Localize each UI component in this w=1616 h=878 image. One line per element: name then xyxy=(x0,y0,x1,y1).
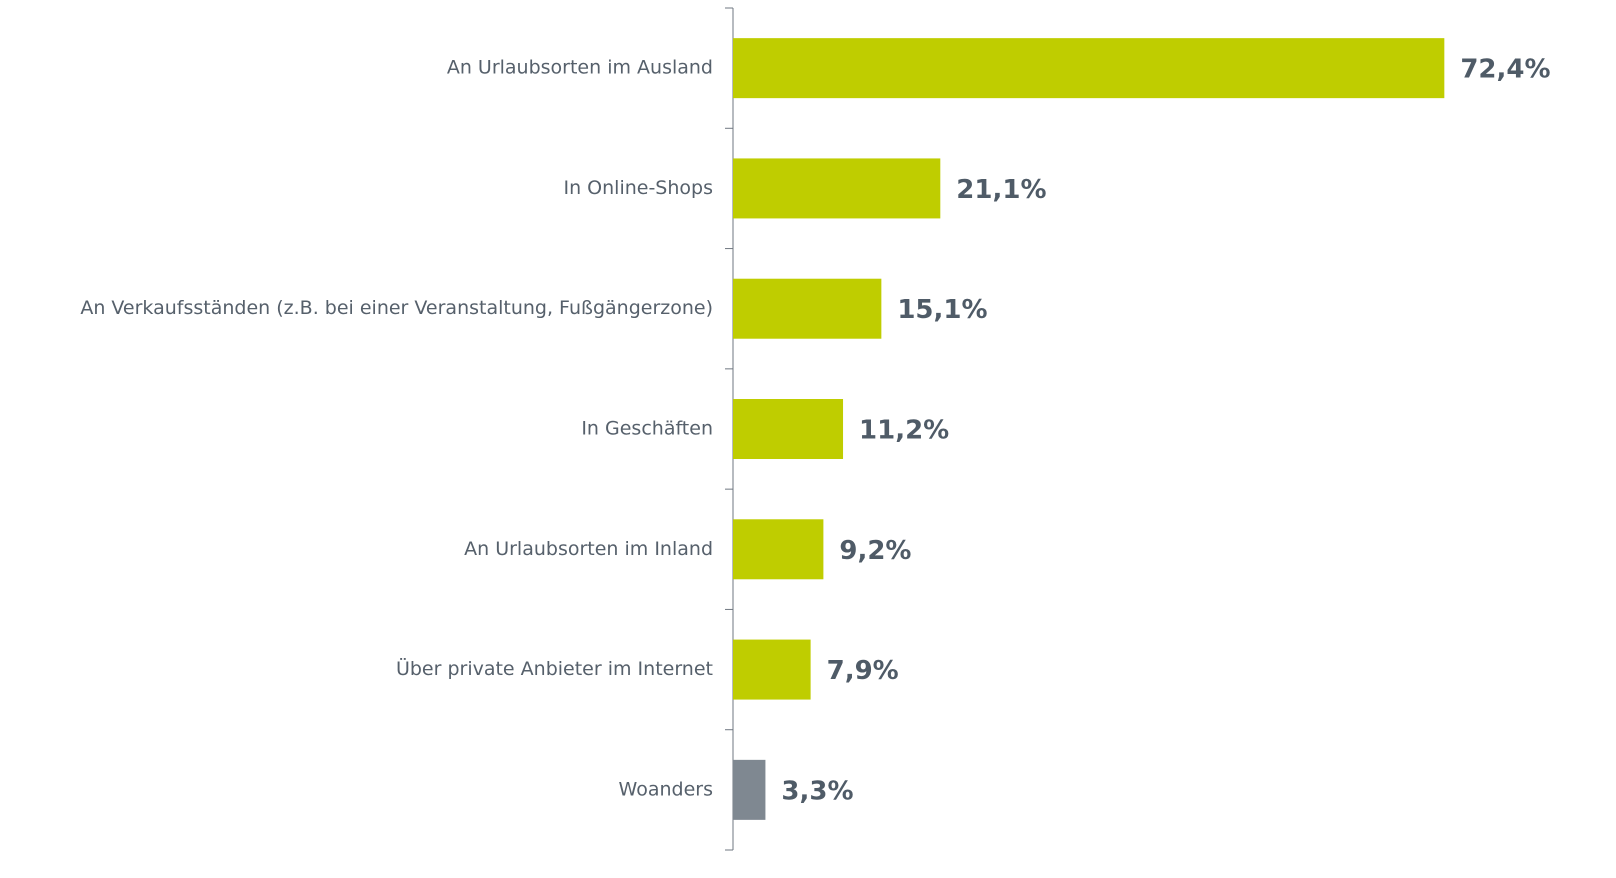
category-label: In Geschäften xyxy=(581,418,713,440)
category-label: An Urlaubsorten im Ausland xyxy=(447,57,713,79)
category-label: Über private Anbieter im Internet xyxy=(396,657,713,680)
value-label: 72,4% xyxy=(1460,55,1550,85)
value-label: 21,1% xyxy=(956,175,1046,205)
category-label: In Online-Shops xyxy=(563,177,713,199)
value-label: 7,9% xyxy=(827,656,899,686)
bar xyxy=(733,38,1445,99)
bar xyxy=(733,399,844,459)
category-label: An Urlaubsorten im Inland xyxy=(464,538,713,560)
bar xyxy=(733,639,811,700)
bar xyxy=(733,519,824,580)
value-label: 15,1% xyxy=(897,295,987,325)
value-label: 11,2% xyxy=(859,416,949,446)
bar xyxy=(733,759,766,820)
bar xyxy=(733,278,882,339)
value-label: 3,3% xyxy=(781,776,853,806)
category-label: An Verkaufsständen (z.B. bei einer Veran… xyxy=(80,297,713,319)
bar xyxy=(733,158,941,219)
category-label: Woanders xyxy=(619,778,713,800)
value-label: 9,2% xyxy=(839,536,911,566)
